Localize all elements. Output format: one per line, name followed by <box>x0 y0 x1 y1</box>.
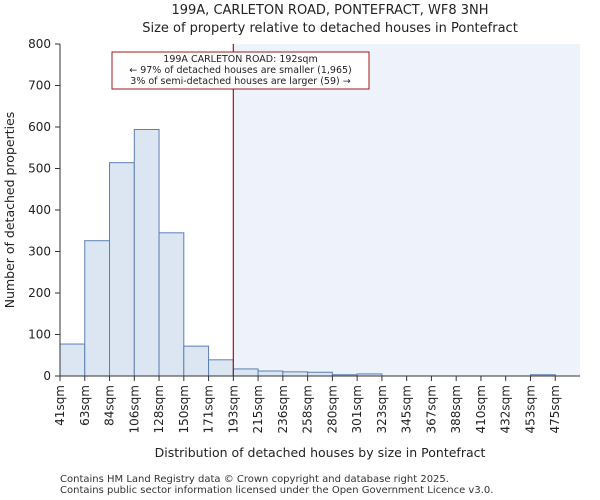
annotation-frame <box>111 51 370 90</box>
x-tick-label: 475sqm <box>548 385 562 433</box>
x-tick-label: 236sqm <box>276 385 290 433</box>
y-tick-label: 200 <box>28 286 51 300</box>
annotation-line-2: ← 97% of detached houses are smaller (1,… <box>129 65 352 76</box>
annotation-line-1: 199A CARLETON ROAD: 192sqm <box>163 54 317 65</box>
y-tick-label: 300 <box>28 245 51 259</box>
x-tick-label: 193sqm <box>226 385 240 433</box>
x-tick-label: 301sqm <box>350 385 364 433</box>
bar-41sqm <box>59 343 86 377</box>
chart-subtitle: Size of property relative to detached ho… <box>142 21 518 36</box>
x-tick-label: 150sqm <box>177 385 191 433</box>
annotation-line-3: 3% of semi-detached houses are larger (5… <box>130 76 350 87</box>
x-axis-ticks: 41sqm 63sqm 84sqm 106sqm 128sqm 150sqm 171sqm 1… <box>53 376 562 433</box>
x-tick-label: 345sqm <box>400 385 414 433</box>
bar-215sqm <box>257 370 284 377</box>
bar-63sqm <box>84 240 111 377</box>
y-tick-label: 500 <box>28 162 51 176</box>
x-tick-label: 323sqm <box>375 385 389 433</box>
x-tick-label: 280sqm <box>325 385 339 433</box>
bar-193sqm <box>232 368 259 377</box>
y-tick-label: 0 <box>43 369 51 383</box>
y-tick-label: 400 <box>28 203 51 217</box>
y-tick-label: 100 <box>28 328 51 342</box>
bars-group <box>59 128 556 377</box>
x-tick-label: 84sqm <box>103 385 117 426</box>
x-tick-label: 106sqm <box>127 385 141 433</box>
bar-171sqm <box>208 359 234 377</box>
x-axis-label: Distribution of detached houses by size … <box>155 445 486 460</box>
x-tick-label: 63sqm <box>78 385 92 426</box>
y-tick-label: 600 <box>28 120 51 134</box>
x-tick-label: 258sqm <box>301 385 315 433</box>
y-axis-label: Number of detached properties <box>2 112 17 309</box>
x-tick-label: 367sqm <box>424 385 438 433</box>
x-tick-label: 215sqm <box>251 385 265 433</box>
y-axis-ticks: 0 100 200 300 400 500 600 700 800 <box>28 37 60 383</box>
y-tick-label: 700 <box>28 79 51 93</box>
bar-106sqm <box>133 128 160 377</box>
bar-236sqm <box>282 371 309 377</box>
bar-128sqm <box>158 232 185 377</box>
annotation-box: 199A CARLETON ROAD: 192sqm ← 97% of deta… <box>111 51 370 90</box>
x-tick-label: 432sqm <box>499 385 513 433</box>
x-tick-label: 128sqm <box>152 385 166 433</box>
bar-150sqm <box>183 345 210 377</box>
x-tick-label: 41sqm <box>53 385 67 426</box>
x-tick-label: 453sqm <box>523 385 537 433</box>
x-tick-label: 388sqm <box>449 385 463 433</box>
x-tick-label: 410sqm <box>474 385 488 433</box>
y-tick-label: 800 <box>28 37 51 51</box>
larger-properties-region <box>233 44 581 376</box>
bar-84sqm <box>109 162 135 377</box>
chart-title: 199A, CARLETON ROAD, PONTEFRACT, WF8 3NH <box>171 3 488 18</box>
footer-line-2: Contains public sector information licen… <box>60 485 493 496</box>
footer-line-1: Contains HM Land Registry data © Crown c… <box>60 474 449 485</box>
bar-258sqm <box>307 371 333 377</box>
x-tick-label: 171sqm <box>202 385 216 433</box>
